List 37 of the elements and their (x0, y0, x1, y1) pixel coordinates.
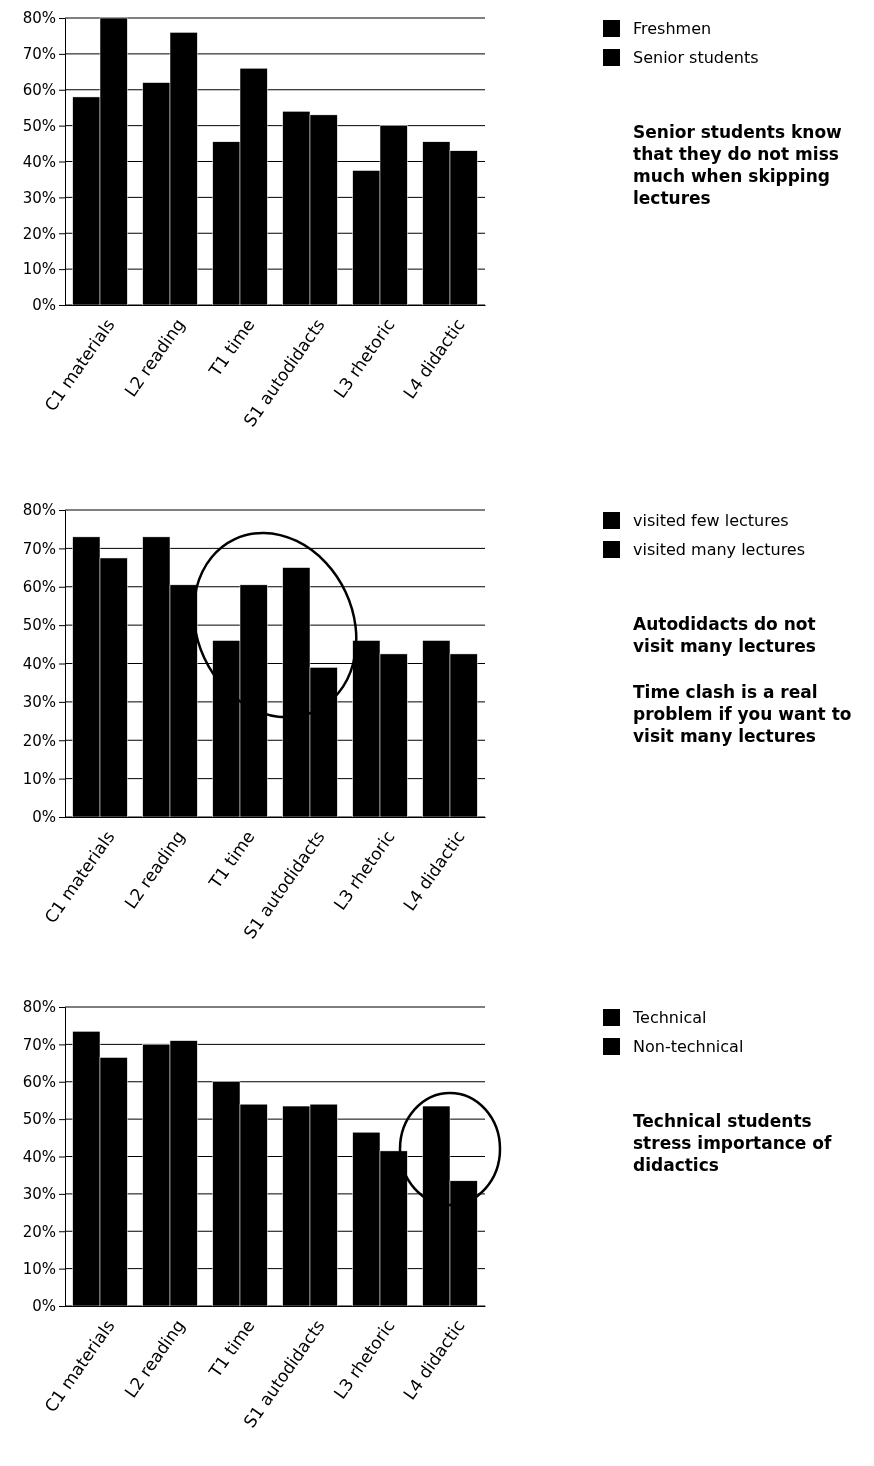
y-tick-label: 60% (22, 81, 56, 100)
text: Freshmen (633, 19, 712, 38)
y-tick-label: 10% (22, 769, 56, 788)
y-tick-label: 30% (22, 188, 56, 207)
y-tick-label: 70% (22, 539, 56, 558)
y-tick-label: 50% (22, 616, 56, 635)
y-tick-label: 50% (22, 116, 56, 135)
text: Technical students stress importance of didactics (633, 1111, 832, 1176)
y-tick-label: 40% (22, 1147, 56, 1166)
y-tick-label: 80% (22, 501, 56, 520)
text: Technical (632, 1008, 707, 1027)
y-tick-label: 0% (32, 296, 56, 315)
y-tick-label: 30% (22, 1185, 56, 1204)
text: Senior students know that they do not miss much when skipping lectures (633, 122, 843, 209)
y-tick-label: 40% (22, 152, 56, 171)
y-tick-label: 20% (22, 1222, 56, 1241)
y-tick-label: 60% (22, 1073, 56, 1092)
y-tick-label: 40% (22, 654, 56, 673)
y-tick-label: 20% (22, 224, 56, 243)
y-tick-label: 0% (32, 1297, 56, 1316)
text: visited few lectures (633, 511, 789, 530)
y-tick-label: 30% (22, 693, 56, 712)
text: Time clash is a real problem if you want to visit many lectures (633, 682, 852, 747)
y-tick-label: 80% (22, 998, 56, 1017)
text: Autodidacts do not visit many lectures (633, 614, 816, 657)
y-tick-label: 20% (22, 731, 56, 750)
y-tick-label: 80% (22, 9, 56, 28)
y-tick-label: 0% (32, 808, 56, 827)
y-tick-label: 70% (22, 1035, 56, 1054)
text: Non-technical (633, 1037, 744, 1056)
text: visited many lectures (633, 540, 806, 559)
y-tick-label: 60% (22, 578, 56, 597)
y-tick-label: 50% (22, 1110, 56, 1129)
text: Senior students (633, 48, 759, 67)
y-tick-label: 70% (22, 45, 56, 64)
y-tick-label: 10% (22, 1259, 56, 1278)
y-tick-label: 10% (22, 260, 56, 279)
